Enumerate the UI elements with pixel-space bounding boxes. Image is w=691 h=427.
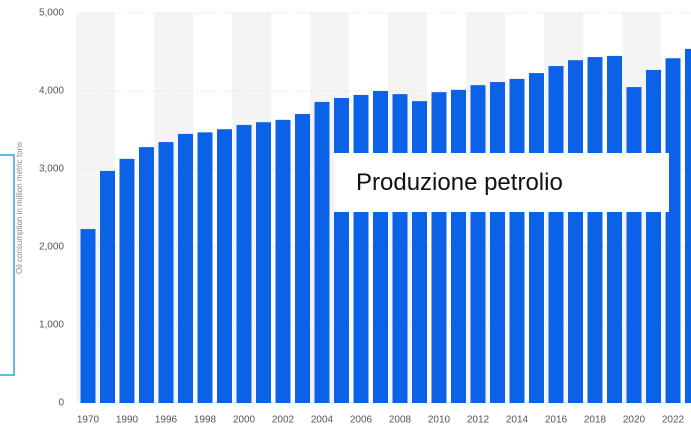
bar — [607, 55, 622, 404]
y-axis-label: Oil consumption in million metric tons — [15, 142, 24, 274]
bar — [451, 89, 466, 403]
side-panel — [0, 154, 15, 376]
y-tick-label: 5,000 — [39, 8, 64, 19]
bar — [256, 122, 271, 403]
bar — [529, 73, 544, 403]
bar — [587, 57, 603, 403]
bar — [275, 119, 291, 404]
bar — [392, 94, 408, 404]
x-tick-label: 1996 — [155, 415, 178, 426]
x-tick-label: 2010 — [428, 415, 451, 426]
x-tick-label: 2014 — [506, 415, 529, 426]
x-tick-label: 1990 — [116, 415, 139, 426]
x-tick-label: 2002 — [272, 415, 295, 426]
y-tick-label: 1,000 — [39, 320, 64, 331]
bar — [197, 132, 213, 403]
bar — [490, 82, 505, 403]
bar — [626, 87, 642, 403]
x-tick-label: 2012 — [467, 415, 490, 426]
x-tick-label: 2020 — [623, 415, 646, 426]
bar — [100, 170, 115, 403]
bar — [139, 147, 154, 403]
x-tick-label: 1970 — [77, 415, 100, 426]
bar — [373, 91, 388, 403]
x-tick-label: 2018 — [584, 415, 607, 426]
bar — [509, 78, 525, 403]
bar — [353, 94, 369, 404]
bar — [295, 114, 310, 403]
x-tick-label: 2006 — [350, 415, 373, 426]
x-tick-label: 1998 — [194, 415, 217, 426]
y-tick-label: 4,000 — [39, 86, 64, 97]
bar — [412, 101, 427, 403]
y-tick-label: 2,000 — [39, 242, 64, 253]
bar — [217, 129, 232, 403]
bar — [236, 124, 252, 404]
bar — [685, 48, 691, 403]
x-tick-label: 2000 — [233, 415, 256, 426]
bar — [178, 133, 193, 403]
bar — [665, 58, 681, 404]
bar — [470, 85, 486, 404]
bar — [646, 69, 661, 403]
bar — [431, 92, 447, 404]
overlay-box: Produzione petrolio — [334, 153, 669, 212]
bar — [334, 98, 349, 404]
bar — [158, 142, 174, 403]
x-tick-label: 2016 — [545, 415, 568, 426]
x-tick-label: 2022 — [662, 415, 685, 426]
bar — [568, 60, 583, 403]
y-tick-label: 0 — [58, 398, 64, 409]
bar — [548, 66, 564, 403]
bar — [119, 158, 135, 403]
y-tick-label: 3,000 — [39, 164, 64, 175]
x-tick-label: 2004 — [311, 415, 334, 426]
bar — [80, 229, 96, 403]
bar — [314, 101, 330, 404]
overlay-text: Produzione petrolio — [356, 168, 563, 196]
x-tick-label: 2008 — [389, 415, 412, 426]
